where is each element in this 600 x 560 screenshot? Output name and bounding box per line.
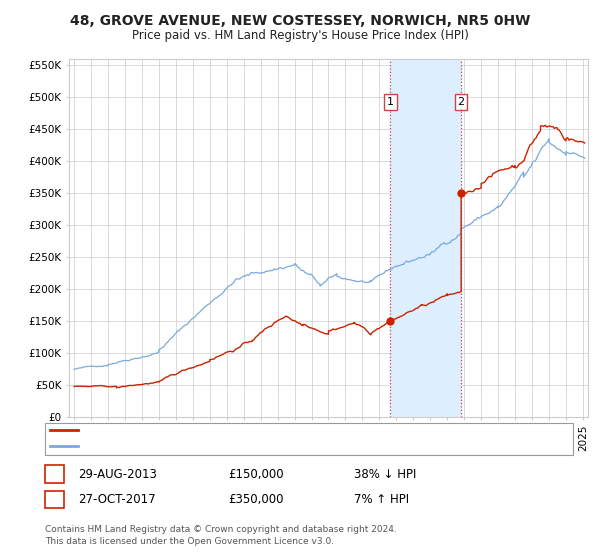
Text: Contains HM Land Registry data © Crown copyright and database right 2024.
This d: Contains HM Land Registry data © Crown c… bbox=[45, 525, 397, 546]
Text: 38% ↓ HPI: 38% ↓ HPI bbox=[354, 468, 416, 481]
Text: £350,000: £350,000 bbox=[228, 493, 284, 506]
Text: 2: 2 bbox=[458, 97, 464, 107]
Text: 2: 2 bbox=[51, 493, 58, 506]
Text: Price paid vs. HM Land Registry's House Price Index (HPI): Price paid vs. HM Land Registry's House … bbox=[131, 29, 469, 42]
Text: 29-AUG-2013: 29-AUG-2013 bbox=[78, 468, 157, 481]
Text: 48, GROVE AVENUE, NEW COSTESSEY, NORWICH, NR5 0HW: 48, GROVE AVENUE, NEW COSTESSEY, NORWICH… bbox=[70, 14, 530, 28]
Text: 1: 1 bbox=[51, 468, 58, 481]
Text: HPI: Average price, detached house, South Norfolk: HPI: Average price, detached house, Sout… bbox=[82, 441, 346, 451]
Text: £150,000: £150,000 bbox=[228, 468, 284, 481]
Text: 1: 1 bbox=[387, 97, 394, 107]
Text: 48, GROVE AVENUE, NEW COSTESSEY, NORWICH, NR5 0HW (detached house): 48, GROVE AVENUE, NEW COSTESSEY, NORWICH… bbox=[82, 425, 488, 435]
Text: 7% ↑ HPI: 7% ↑ HPI bbox=[354, 493, 409, 506]
Bar bbox=[391, 59, 461, 417]
Text: 27-OCT-2017: 27-OCT-2017 bbox=[78, 493, 155, 506]
